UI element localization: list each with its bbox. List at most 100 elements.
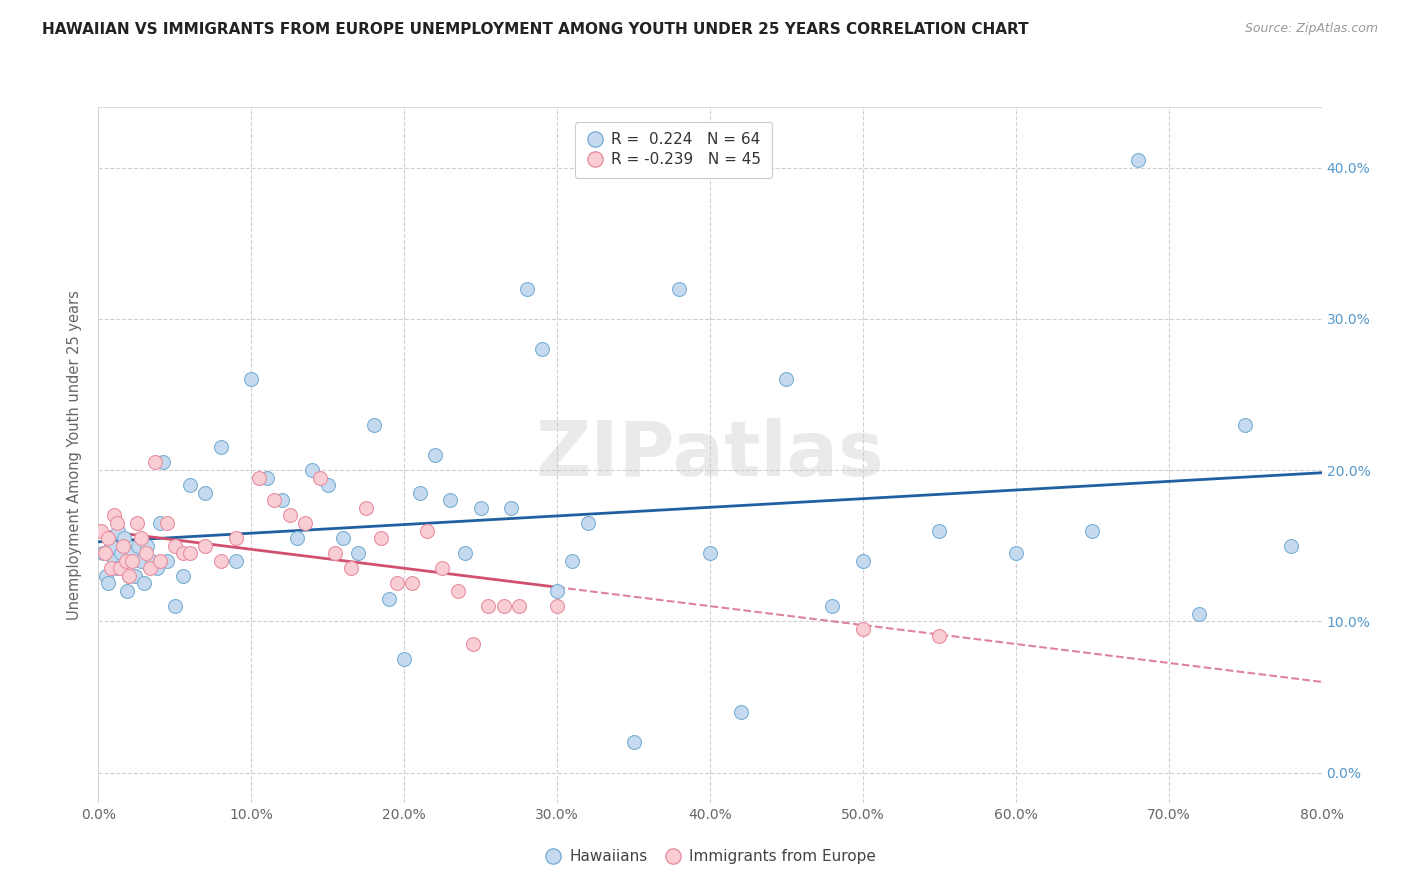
Point: [163, 599, 186, 614]
Point: [209, 441, 232, 455]
Point: [1188, 607, 1211, 621]
Point: [105, 561, 128, 575]
Point: [546, 584, 568, 599]
Point: [179, 546, 201, 560]
Point: [107, 524, 129, 538]
Point: [1004, 546, 1026, 560]
Point: [141, 554, 163, 568]
Point: [852, 622, 875, 636]
Point: [240, 372, 263, 386]
Point: [139, 561, 162, 575]
Point: [1081, 524, 1104, 538]
Point: [447, 584, 470, 599]
Point: [928, 524, 950, 538]
Point: [477, 599, 499, 614]
Point: [225, 531, 247, 545]
Point: [94, 569, 117, 583]
Point: [118, 569, 141, 583]
Point: [225, 554, 247, 568]
Point: [105, 516, 128, 530]
Point: [103, 554, 125, 568]
Point: [432, 561, 454, 575]
Point: [1128, 153, 1150, 167]
Point: [332, 531, 354, 545]
Text: Source: ZipAtlas.com: Source: ZipAtlas.com: [1244, 22, 1378, 36]
Point: [439, 493, 461, 508]
Point: [278, 508, 301, 523]
Point: [97, 531, 120, 545]
Point: [668, 281, 690, 295]
Point: [623, 735, 645, 749]
Point: [136, 539, 159, 553]
Point: [263, 493, 285, 508]
Legend: Hawaiians, Immigrants from Europe: Hawaiians, Immigrants from Europe: [533, 838, 887, 875]
Point: [325, 546, 347, 560]
Point: [117, 584, 139, 599]
Point: [423, 448, 446, 462]
Point: [516, 281, 538, 295]
Point: [730, 705, 752, 719]
Point: [118, 569, 141, 583]
Point: [576, 516, 599, 530]
Point: [363, 417, 385, 432]
Text: HAWAIIAN VS IMMIGRANTS FROM EUROPE UNEMPLOYMENT AMONG YOUTH UNDER 25 YEARS CORRE: HAWAIIAN VS IMMIGRANTS FROM EUROPE UNEMP…: [42, 22, 1029, 37]
Point: [492, 599, 515, 614]
Point: [316, 478, 339, 492]
Point: [156, 554, 179, 568]
Point: [110, 546, 132, 560]
Point: [121, 554, 143, 568]
Point: [309, 470, 332, 484]
Point: [179, 478, 201, 492]
Point: [112, 531, 135, 545]
Point: [111, 539, 134, 553]
Point: [461, 637, 484, 651]
Point: [145, 561, 167, 575]
Point: [93, 546, 115, 560]
Y-axis label: Unemployment Among Youth under 25 years: Unemployment Among Youth under 25 years: [67, 290, 83, 620]
Point: [125, 516, 148, 530]
Point: [1234, 417, 1257, 432]
Point: [301, 463, 323, 477]
Point: [256, 470, 278, 484]
Point: [134, 576, 156, 591]
Point: [143, 455, 166, 469]
Point: [546, 599, 568, 614]
Point: [90, 524, 112, 538]
Point: [508, 599, 530, 614]
Point: [152, 455, 174, 469]
Point: [124, 569, 146, 583]
Point: [172, 569, 194, 583]
Point: [194, 485, 217, 500]
Point: [115, 554, 138, 568]
Point: [392, 652, 416, 666]
Point: [285, 531, 308, 545]
Point: [247, 470, 270, 484]
Point: [775, 372, 797, 386]
Point: [97, 576, 120, 591]
Point: [408, 485, 430, 500]
Point: [470, 500, 492, 515]
Point: [270, 493, 294, 508]
Point: [339, 561, 361, 575]
Point: [699, 546, 721, 560]
Point: [149, 516, 172, 530]
Point: [501, 500, 523, 515]
Point: [294, 516, 316, 530]
Point: [108, 561, 131, 575]
Point: [100, 561, 122, 575]
Point: [135, 546, 157, 560]
Point: [416, 524, 439, 538]
Point: [163, 539, 186, 553]
Point: [561, 554, 583, 568]
Point: [401, 576, 423, 591]
Point: [852, 554, 875, 568]
Point: [103, 508, 125, 523]
Point: [821, 599, 844, 614]
Point: [347, 546, 370, 560]
Point: [209, 554, 232, 568]
Point: [194, 539, 217, 553]
Point: [1279, 539, 1302, 553]
Point: [156, 516, 179, 530]
Point: [129, 531, 152, 545]
Point: [385, 576, 408, 591]
